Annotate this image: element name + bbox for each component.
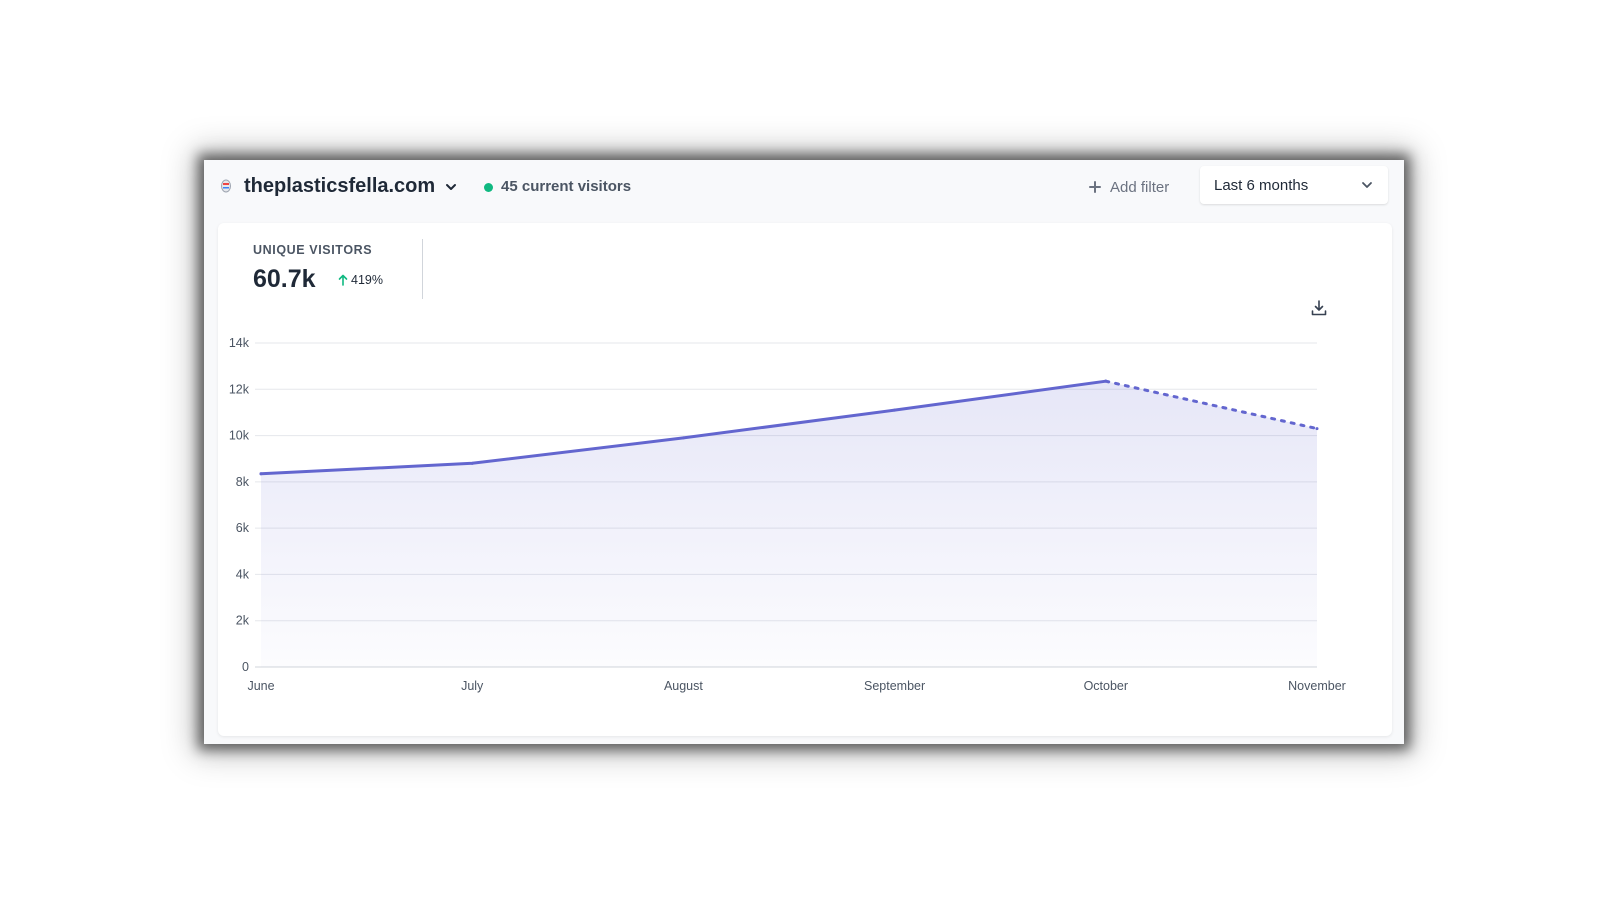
data-point[interactable] bbox=[893, 408, 897, 412]
y-tick-label: 10k bbox=[229, 429, 250, 443]
visitors-line-incomplete bbox=[1104, 379, 1319, 431]
chevron-down-icon[interactable] bbox=[444, 180, 458, 194]
metric-label: UNIQUE VISITORS bbox=[253, 243, 373, 257]
y-tick-label: 6k bbox=[236, 521, 250, 535]
x-tick-label: July bbox=[461, 679, 484, 693]
y-tick-label: 2k bbox=[236, 614, 250, 628]
visitors-area bbox=[261, 381, 1317, 667]
period-select[interactable]: Last 6 months bbox=[1200, 166, 1388, 204]
visitors-chart: 0 2k 4k 6k 8k 10k 12k 14k June July August Septemb… bbox=[229, 336, 1346, 693]
y-tick-label: 0 bbox=[242, 660, 249, 674]
y-tick-label: 12k bbox=[229, 382, 250, 396]
download-icon[interactable] bbox=[1310, 299, 1328, 317]
period-select-label: Last 6 months bbox=[1214, 176, 1309, 194]
data-points bbox=[259, 379, 1319, 476]
data-point[interactable] bbox=[470, 461, 474, 465]
metric-change: 419% bbox=[338, 273, 383, 287]
site-name[interactable]: theplasticsfella.com bbox=[244, 175, 436, 197]
arrow-up-icon bbox=[338, 274, 348, 286]
data-point[interactable] bbox=[681, 436, 685, 440]
x-tick-label: August bbox=[664, 679, 703, 693]
data-point[interactable] bbox=[1104, 379, 1108, 383]
visitors-graph-card: UNIQUE VISITORS 60.7k 419% 0 2k 4k 6k 8k 10k 1 bbox=[218, 223, 1392, 736]
chevron-down-icon bbox=[1362, 182, 1372, 188]
dashboard-window: theplasticsfella.com 45 current visitors… bbox=[204, 160, 1404, 744]
y-tick-label: 8k bbox=[236, 475, 250, 489]
unique-visitors-metric[interactable]: UNIQUE VISITORS 60.7k 419% bbox=[218, 239, 423, 299]
x-tick-label: October bbox=[1084, 679, 1128, 693]
live-status-dot bbox=[484, 183, 493, 192]
top-bar: theplasticsfella.com 45 current visitors… bbox=[204, 160, 1404, 224]
x-axis: June July August September October November bbox=[247, 679, 1345, 693]
add-filter-button[interactable]: Add filter bbox=[1088, 174, 1169, 200]
data-point[interactable] bbox=[259, 472, 263, 476]
metric-change-value: 419% bbox=[351, 273, 383, 287]
y-tick-label: 4k bbox=[236, 567, 250, 581]
current-visitors[interactable]: 45 current visitors bbox=[501, 178, 632, 195]
site-favicon-icon bbox=[221, 179, 231, 193]
y-axis: 0 2k 4k 6k 8k 10k 12k 14k bbox=[229, 336, 250, 674]
x-tick-label: November bbox=[1288, 679, 1346, 693]
x-tick-label: September bbox=[864, 679, 925, 693]
metric-value: 60.7k bbox=[253, 265, 316, 293]
plus-icon bbox=[1089, 181, 1101, 193]
add-filter-label: Add filter bbox=[1110, 178, 1170, 196]
x-tick-label: June bbox=[247, 679, 274, 693]
y-tick-label: 14k bbox=[229, 336, 250, 350]
data-point[interactable] bbox=[1315, 427, 1319, 431]
